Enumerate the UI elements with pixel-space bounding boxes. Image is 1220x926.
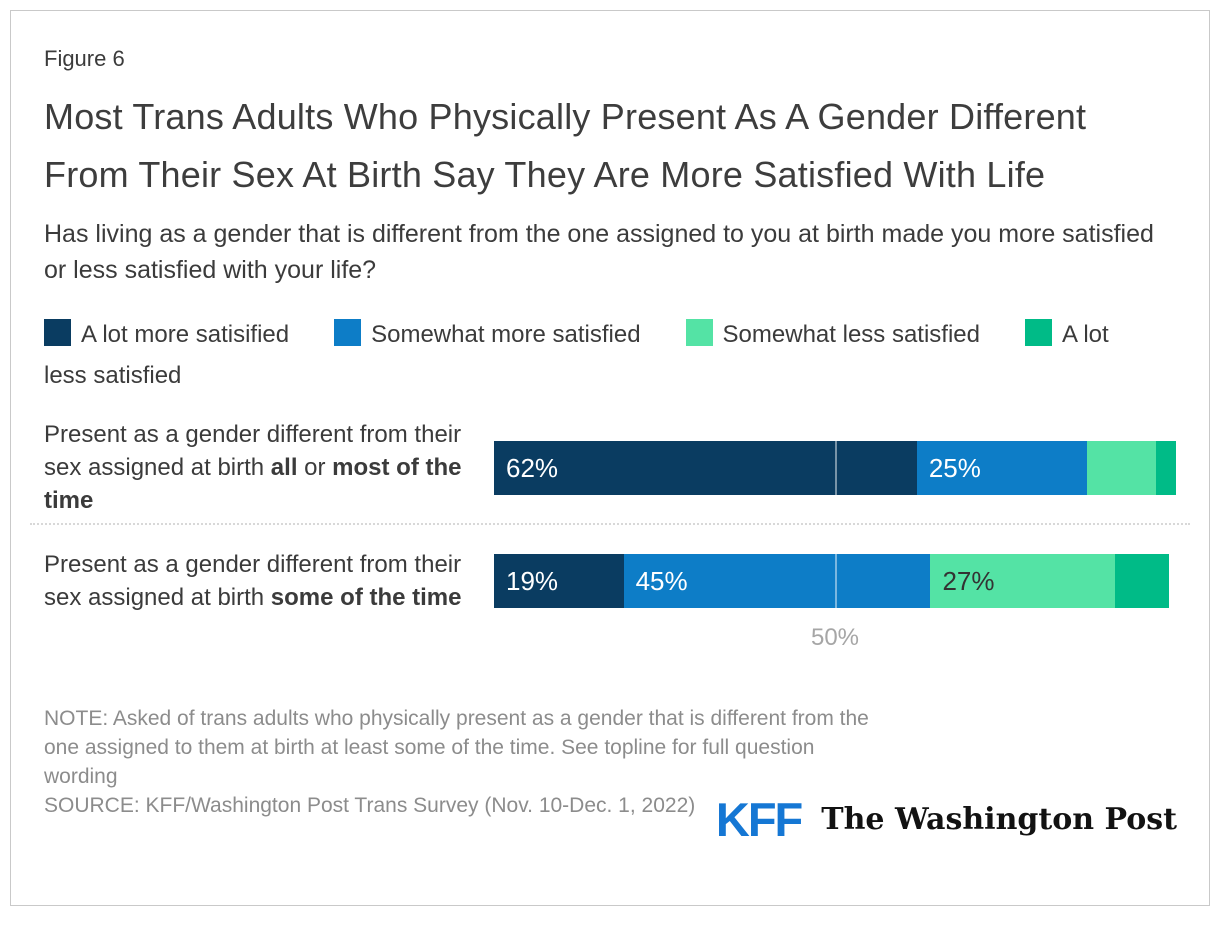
bar-track: 62% 25%: [494, 440, 1176, 495]
segment-value-label: 45%: [635, 565, 688, 596]
bar-track: 19% 45% 27%: [494, 553, 1176, 608]
chart-title: Most Trans Adults Who Physically Present…: [44, 96, 1087, 195]
segment-value-label: 27%: [942, 565, 995, 596]
bar-segment: 25%: [916, 440, 1088, 495]
bar-segment: 27%: [930, 553, 1115, 608]
legend-swatch-icon: [44, 319, 71, 346]
legend-item: Somewhat less satisfied: [685, 319, 980, 348]
legend-label: A lot less satisfied: [44, 321, 1109, 389]
figure-number: Figure 6: [44, 46, 125, 71]
legend-item: A lot more satisified: [44, 319, 290, 348]
category-label-text: Present as a gender different from their…: [44, 550, 462, 611]
washington-post-logo: The Washington Post: [821, 801, 1177, 837]
category-label: Present as a gender different from their…: [44, 548, 494, 614]
legend-item: A lot less satisfied: [44, 319, 1109, 389]
legend-label: A lot more satisified: [81, 321, 290, 348]
segment-value-label: 19%: [506, 565, 559, 596]
gridline-50: [835, 553, 837, 608]
bar-segment: 45%: [623, 553, 931, 608]
row-separator: [30, 523, 1190, 525]
stacked-bar-chart: Present as a gender different from their…: [30, 418, 1190, 630]
legend-label: Somewhat less satisfied: [722, 321, 980, 348]
footnotes: NOTE: Asked of trans adults who physical…: [44, 704, 882, 820]
bar-segment: 19%: [494, 553, 624, 608]
figure-card: Figure 6 Most Trans Adults Who Physicall…: [10, 10, 1210, 906]
legend: A lot more satisified Somewhat more satis…: [44, 314, 1124, 396]
bar-segment: [1155, 440, 1176, 495]
category-label-bold: most of the time: [44, 454, 462, 514]
bar-segment: [1114, 553, 1170, 608]
legend-item: Somewhat more satisfied: [334, 319, 641, 348]
bar-segment: 62%: [494, 440, 917, 495]
source-text: SOURCE: KFF/Washington Post Trans Survey…: [44, 794, 696, 817]
category-label-text: or: [297, 454, 333, 481]
legend-swatch-icon: [1025, 319, 1052, 346]
legend-label: Somewhat more satisfied: [371, 321, 641, 348]
chart-row: Present as a gender different from their…: [44, 418, 1176, 517]
bar-segment: [1087, 440, 1156, 495]
category-label-bold: some of the time: [270, 583, 462, 611]
chart-row: Present as a gender different from their…: [44, 531, 1176, 630]
kff-logo: KFF: [715, 793, 803, 846]
note-text: NOTE: Asked of trans adults who physical…: [44, 707, 869, 788]
axis-tick-50: 50%: [810, 624, 860, 651]
category-label: Present as a gender different from their…: [44, 418, 494, 517]
logo-row: KFF The Washington Post: [716, 796, 1177, 843]
legend-swatch-icon: [334, 319, 362, 346]
category-label-text: Present as a gender different from their…: [44, 421, 462, 481]
gridline-50: [835, 440, 837, 495]
segment-value-label: 25%: [928, 452, 981, 483]
chart-subtitle: Has living as a gender that is different…: [44, 220, 1154, 284]
segment-value-label: 62%: [506, 452, 559, 483]
category-label-bold: all: [270, 454, 298, 481]
legend-swatch-icon: [685, 319, 713, 346]
